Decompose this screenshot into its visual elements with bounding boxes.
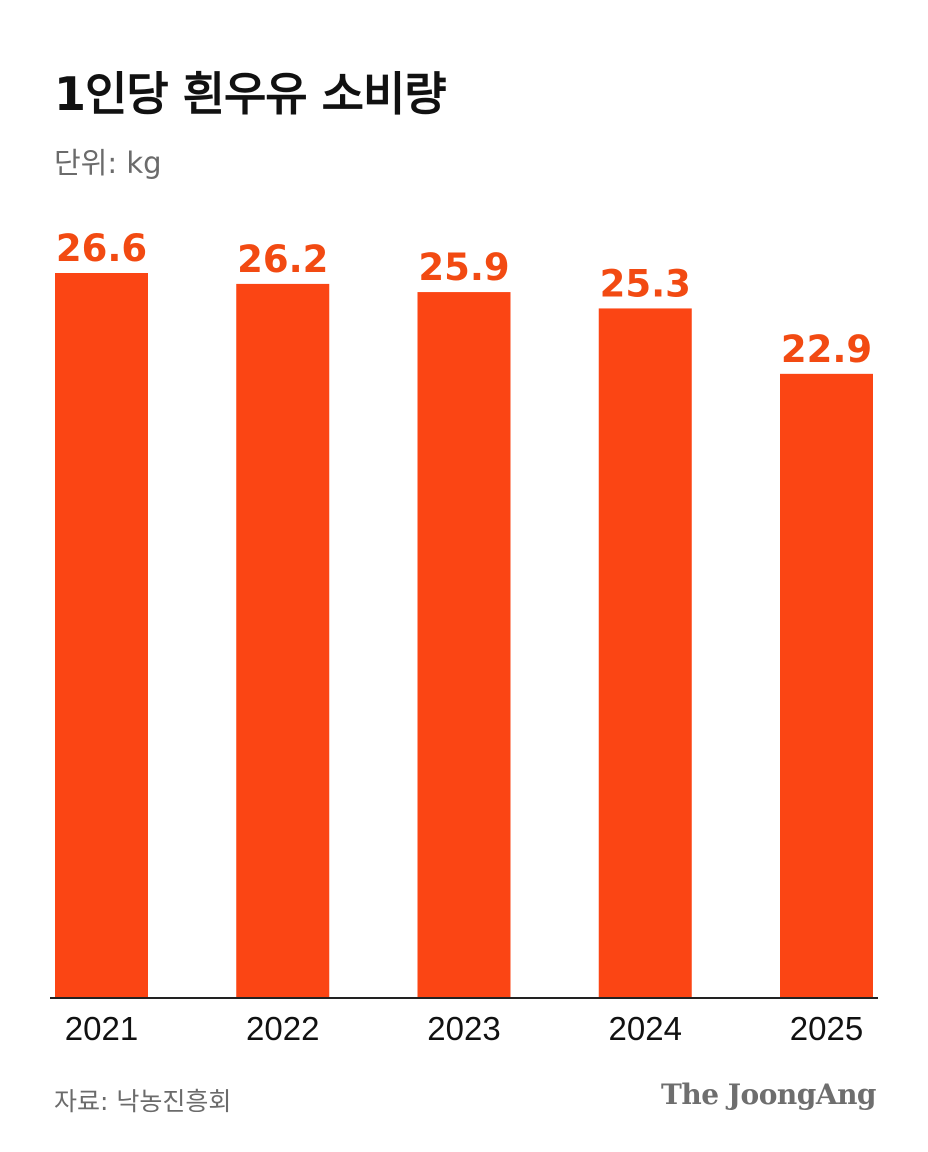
value-labels-group: 26.6 26.2 25.9 25.3 22.9 [56, 227, 872, 371]
x-tick-label-2024: 2024 [609, 1010, 682, 1047]
chart-unit-subtitle: 단위: kg [54, 146, 162, 180]
bar-chart: 26.6 26.2 25.9 25.322.9 2021 2022 2023 2024 202… [50, 227, 878, 1047]
value-label-2025: 22.9 [781, 328, 872, 371]
bar-2024 [598, 308, 692, 998]
x-tick-label-2022: 2022 [246, 1010, 319, 1047]
joongang-logo: The JoongAng [661, 1078, 876, 1111]
source-note: 자료: 낙농진흥회 [54, 1087, 232, 1116]
x-tick-label-2021: 2021 [65, 1010, 138, 1047]
x-tick-label-2025: 2025 [790, 1010, 863, 1047]
value-label-2024: 25.3 [600, 262, 691, 305]
bar-2022 [236, 283, 330, 999]
value-label-2022: 26.2 [237, 238, 328, 281]
value-label-2023: 25.9 [418, 246, 509, 289]
x-tick-label-2023: 2023 [427, 1010, 500, 1047]
bar-2023 [417, 292, 511, 998]
bar-2025 [780, 373, 873, 999]
value-label-2021: 26.6 [56, 227, 147, 270]
x-tick-labels-group: 2021 2022 2023 2024 2025 [65, 1010, 863, 1047]
bars-group [55, 273, 873, 999]
chart-title: 1인당 흰우유 소비량 [54, 67, 447, 121]
bar-2021 [55, 273, 148, 998]
